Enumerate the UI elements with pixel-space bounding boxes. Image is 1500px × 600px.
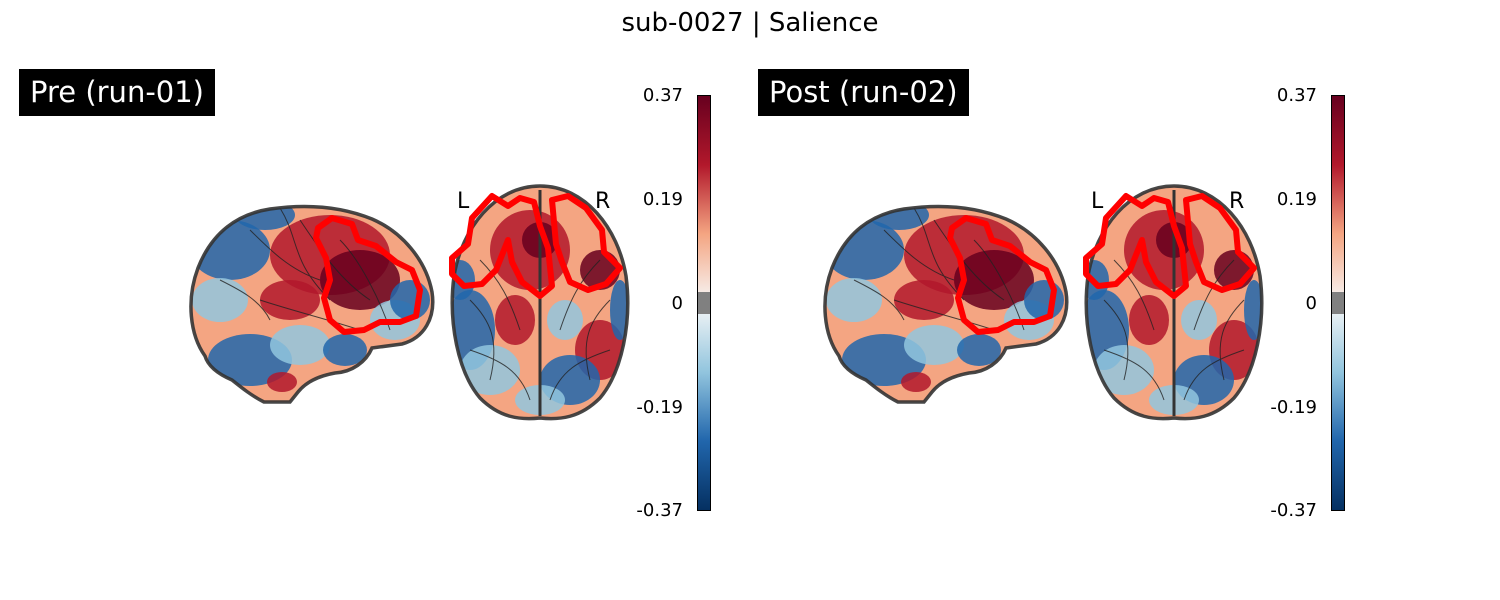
colorbar [697, 95, 711, 511]
colorbar-tick-label: -0.19 [1270, 397, 1317, 418]
roi-contour [1083, 193, 1189, 299]
right-hemisphere-marker: R [1229, 189, 1245, 214]
roi-contour [1183, 193, 1257, 293]
roi-contour [449, 193, 555, 299]
panel-label: Pre (run-01) [19, 69, 215, 116]
panel-pre: Pre (run-01) L R 0.37 0.19 0 -0.19 -0.37 [19, 69, 711, 521]
glass-brain-views [823, 184, 1264, 421]
panel-post: Post (run-02) L R 0.37 0.19 0 -0.19 -0.3… [634, 0, 1384, 600]
colorbar-threshold-band [1332, 291, 1344, 315]
colorbar-tick-label: 0.19 [642, 189, 683, 210]
roi-contour [549, 193, 623, 293]
sagittal-view [824, 206, 1067, 402]
colorbar-tick-label: 0.37 [642, 85, 683, 106]
figure-title: sub-0027 | Salience [621, 8, 879, 38]
panel-label: Post (run-02) [758, 69, 969, 116]
colorbar-tick-label: 0 [671, 293, 683, 314]
left-hemisphere-marker: L [1091, 189, 1104, 214]
left-hemisphere-marker: L [457, 189, 470, 214]
colorbar-tick-label: -0.19 [636, 397, 683, 418]
colorbar [1331, 95, 1345, 511]
colorbar-threshold-band [698, 291, 710, 315]
roi-contour [947, 215, 1057, 335]
right-hemisphere-marker: R [595, 189, 611, 214]
glass-brain-views [189, 184, 630, 421]
colorbar-tick-label: 0.37 [1276, 85, 1317, 106]
colorbar-tick-label: 0.19 [1276, 189, 1317, 210]
colorbar-tick-label: -0.37 [1270, 500, 1317, 521]
roi-contour [313, 215, 423, 335]
sagittal-view [190, 206, 433, 402]
colorbar-tick-label: -0.37 [636, 500, 683, 521]
colorbar-tick-label: 0 [1305, 293, 1317, 314]
